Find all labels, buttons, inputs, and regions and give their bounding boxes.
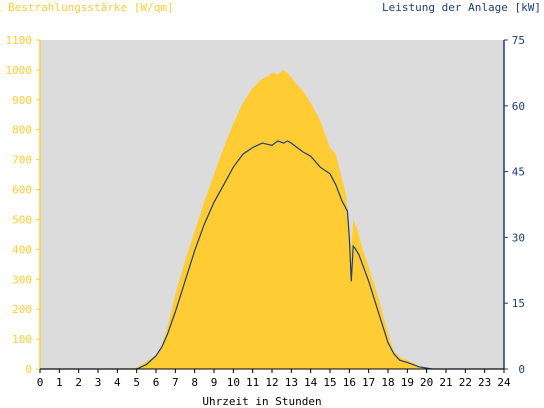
x-tick-label: 10	[227, 376, 240, 389]
left-tick-label: 700	[12, 154, 32, 167]
x-tick-label: 14	[304, 376, 318, 389]
x-tick-label: 16	[343, 376, 356, 389]
x-tick-label: 11	[246, 376, 259, 389]
x-tick-label: 9	[211, 376, 218, 389]
x-tick-label: 7	[172, 376, 179, 389]
x-tick-label: 12	[265, 376, 278, 389]
x-tick-label: 22	[459, 376, 472, 389]
right-tick-label: 60	[512, 100, 525, 113]
left-tick-label: 800	[12, 124, 32, 137]
right-axis-title: Leistung der Anlage [kW]	[382, 1, 541, 14]
right-tick-label: 75	[512, 34, 525, 47]
left-axis-ticks: 0 100 200 300 400 500 600 700 800 900 1000 1100	[6, 34, 40, 376]
x-axis-title: Uhrzeit in Stunden	[202, 395, 321, 408]
left-tick-label: 1100	[6, 34, 33, 47]
x-tick-label: 8	[191, 376, 198, 389]
x-tick-label: 20	[420, 376, 433, 389]
x-tick-label: 4	[114, 376, 121, 389]
x-tick-label: 19	[401, 376, 414, 389]
x-tick-label: 5	[133, 376, 140, 389]
left-tick-label: 100	[12, 333, 32, 346]
x-tick-label: 23	[478, 376, 491, 389]
power-line-series	[40, 140, 504, 370]
x-tick-label: 6	[153, 376, 160, 389]
right-tick-label: 0	[518, 363, 525, 376]
x-tick-label: 24	[497, 376, 511, 389]
x-tick-label: 13	[285, 376, 298, 389]
left-tick-label: 500	[12, 213, 32, 226]
irradiance-area-series	[40, 69, 504, 370]
left-tick-label: 0	[25, 363, 32, 376]
x-tick-label: 18	[381, 376, 394, 389]
left-tick-label: 300	[12, 273, 32, 286]
x-tick-label: 1	[56, 376, 63, 389]
x-axis-ticks: 0 1 2 3 4 5 6 7 8 9 10 11 12 13 14 15 16 17 18 19 20 21 22 23 24	[37, 369, 511, 389]
right-tick-label: 15	[512, 297, 525, 310]
left-tick-label: 600	[12, 184, 32, 197]
left-tick-label: 1000	[6, 64, 33, 77]
x-tick-label: 2	[75, 376, 82, 389]
right-tick-label: 45	[512, 166, 525, 179]
x-tick-label: 3	[95, 376, 102, 389]
left-axis-title: Bestrahlungsstärke [W/qm]	[8, 1, 174, 14]
left-tick-label: 400	[12, 243, 32, 256]
x-tick-label: 17	[362, 376, 375, 389]
right-axis-ticks: 0 15 30 45 60 75	[504, 34, 525, 376]
x-tick-label: 15	[323, 376, 336, 389]
left-tick-label: 900	[12, 94, 32, 107]
x-tick-label: 0	[37, 376, 44, 389]
left-tick-label: 200	[12, 303, 32, 316]
x-tick-label: 21	[439, 376, 452, 389]
right-tick-label: 30	[512, 231, 525, 244]
